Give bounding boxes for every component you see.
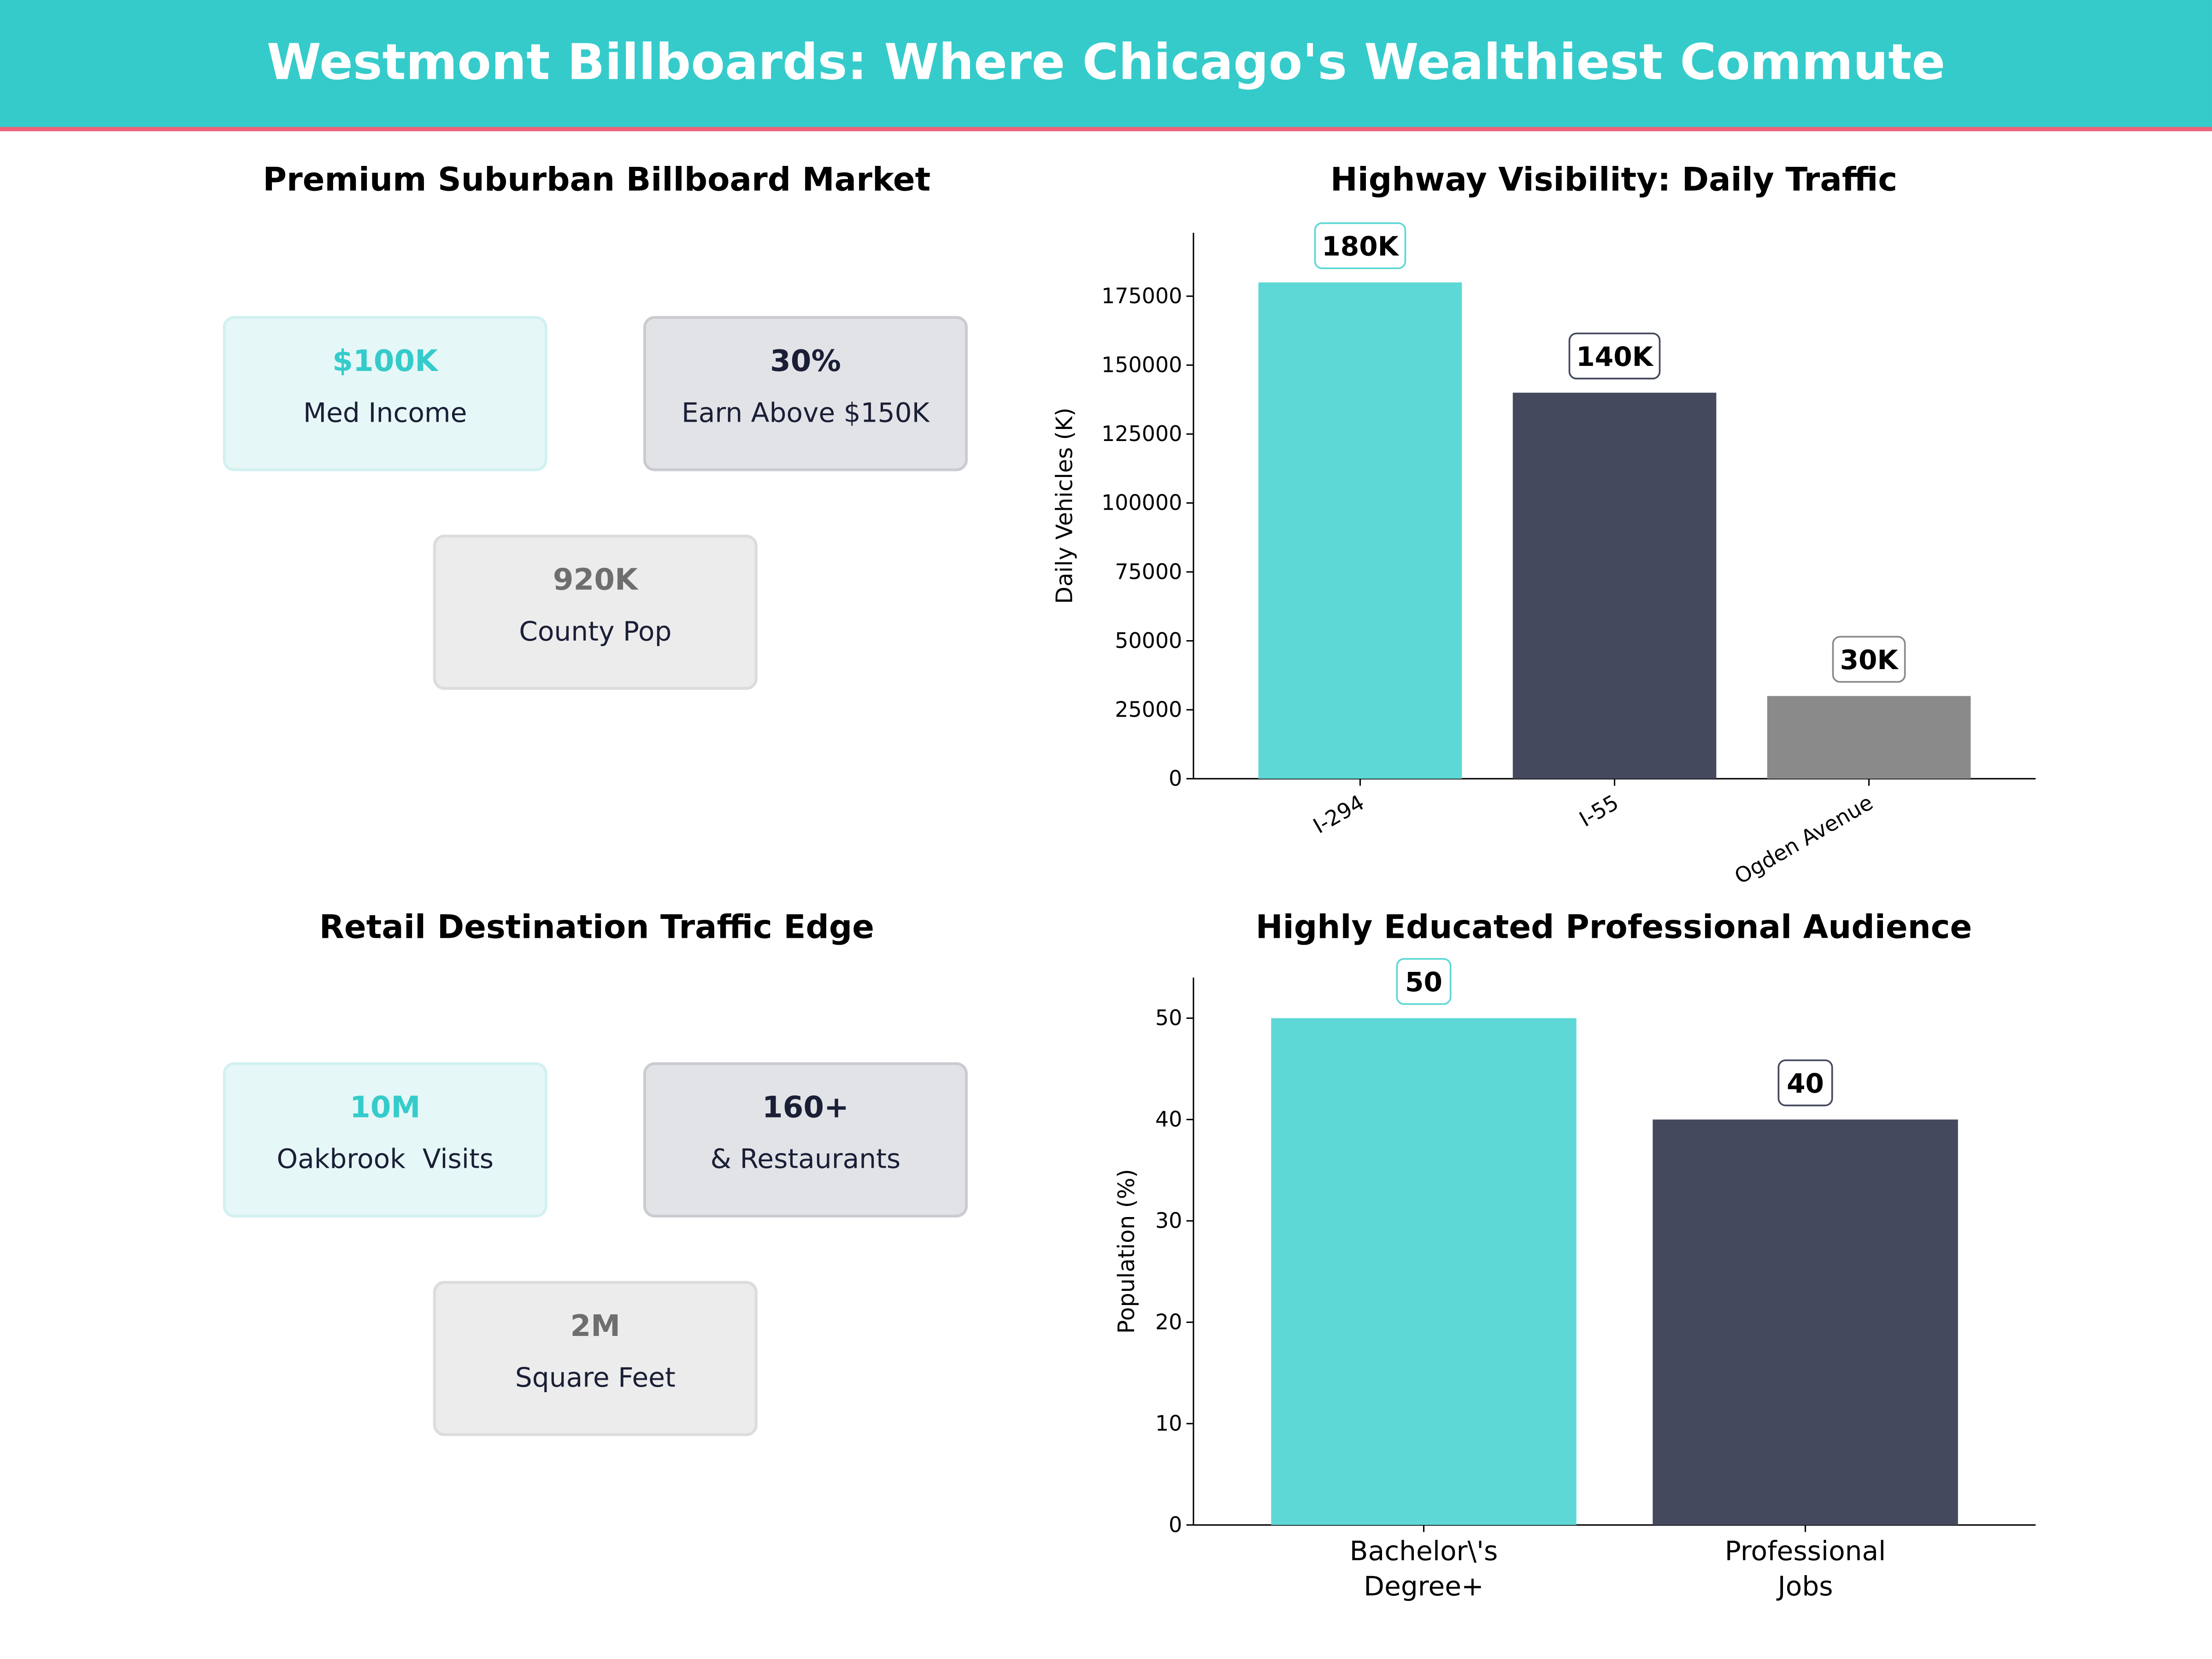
x-tick-label: I-55 <box>1575 790 1623 832</box>
page-title: Westmont Billboards: Where Chicago's Wea… <box>266 35 1946 92</box>
y-tick-label: 150000 <box>1101 353 1182 377</box>
data-label: 140K <box>1576 341 1653 372</box>
kpi-value: 160+ <box>762 1090 849 1124</box>
bar-i-294 <box>1258 282 1462 779</box>
kpi-value: 2M <box>570 1309 621 1343</box>
chart-title-education: Highly Educated Professional Audience <box>1255 910 1972 947</box>
data-label: 30K <box>1840 644 1899 676</box>
y-tick-label: 10 <box>1155 1411 1182 1436</box>
data-label-box <box>1777 1059 1833 1106</box>
kpi-card-oakbrook-visits: 10M Oakbrook Visits <box>223 1062 547 1218</box>
bar-professional-jobs <box>1653 1119 1958 1525</box>
y-tick-label: 30 <box>1155 1208 1182 1233</box>
bar-bachelor-s-degree- <box>1271 1018 1577 1525</box>
kpi-label: Earn Above $150K <box>682 398 930 429</box>
data-label-box <box>1568 332 1661 380</box>
data-label: 40 <box>1787 1068 1824 1099</box>
kpi-label: Oakbrook Visits <box>276 1144 494 1175</box>
y-tick-label: 20 <box>1155 1310 1182 1335</box>
kpi-card-county-pop: 920K County Pop <box>433 535 758 690</box>
kpi-card-median-income: $100K Med Income <box>223 316 547 471</box>
data-label-box <box>1396 958 1452 1005</box>
y-tick-label: 175000 <box>1101 283 1182 308</box>
x-tick-label: Bachelor\'s <box>1350 1535 1498 1567</box>
y-tick-label: 40 <box>1155 1107 1182 1132</box>
kpi-label: County Pop <box>519 616 672 648</box>
y-tick-label: 0 <box>1169 766 1182 791</box>
x-tick-label: Jobs <box>1776 1571 1833 1602</box>
y-axis-label: Population (%) <box>1113 1169 1140 1334</box>
bar-i-55 <box>1512 393 1717 779</box>
y-tick-label: 0 <box>1169 1512 1182 1537</box>
kpi-card-high-earners: 30% Earn Above $150K <box>643 316 968 471</box>
kpi-card-square-feet: 2M Square Feet <box>433 1281 758 1436</box>
data-label: 180K <box>1322 231 1399 262</box>
kpi-value: 10M <box>349 1090 421 1124</box>
x-tick-label: Ogden Avenue <box>1730 790 1877 889</box>
y-axis-label: Daily Vehicles (K) <box>1052 407 1078 604</box>
y-tick-label: 50000 <box>1115 628 1182 653</box>
chart-title-traffic: Highway Visibility: Daily Traffic <box>1330 162 1898 199</box>
panel-title-market: Premium Suburban Billboard Market <box>263 162 931 199</box>
data-label: 50 <box>1405 966 1442 998</box>
y-tick-label: 50 <box>1155 1006 1182 1030</box>
kpi-value: 920K <box>553 563 638 597</box>
y-tick-label: 100000 <box>1101 490 1182 515</box>
x-tick-label: Professional <box>1725 1535 1886 1567</box>
kpi-label: Square Feet <box>515 1363 676 1394</box>
x-tick-label: I-294 <box>1309 790 1368 839</box>
x-tick-label: Degree+ <box>1364 1571 1483 1602</box>
panel-title-retail: Retail Destination Traffic Edge <box>319 910 874 947</box>
y-tick-label: 125000 <box>1101 421 1182 446</box>
kpi-label: & Restaurants <box>710 1144 901 1175</box>
y-tick-label: 25000 <box>1115 697 1182 722</box>
header-banner: Westmont Billboards: Where Chicago's Wea… <box>0 0 2212 131</box>
kpi-label: Med Income <box>303 398 467 429</box>
kpi-value: 30% <box>770 344 841 378</box>
kpi-value: $100K <box>332 344 438 378</box>
bar-ogden-avenue <box>1767 696 1971 779</box>
data-label-box <box>1314 222 1406 270</box>
y-tick-label: 75000 <box>1115 559 1182 584</box>
kpi-card-restaurants: 160+ & Restaurants <box>643 1062 968 1218</box>
data-label-box <box>1832 635 1906 683</box>
